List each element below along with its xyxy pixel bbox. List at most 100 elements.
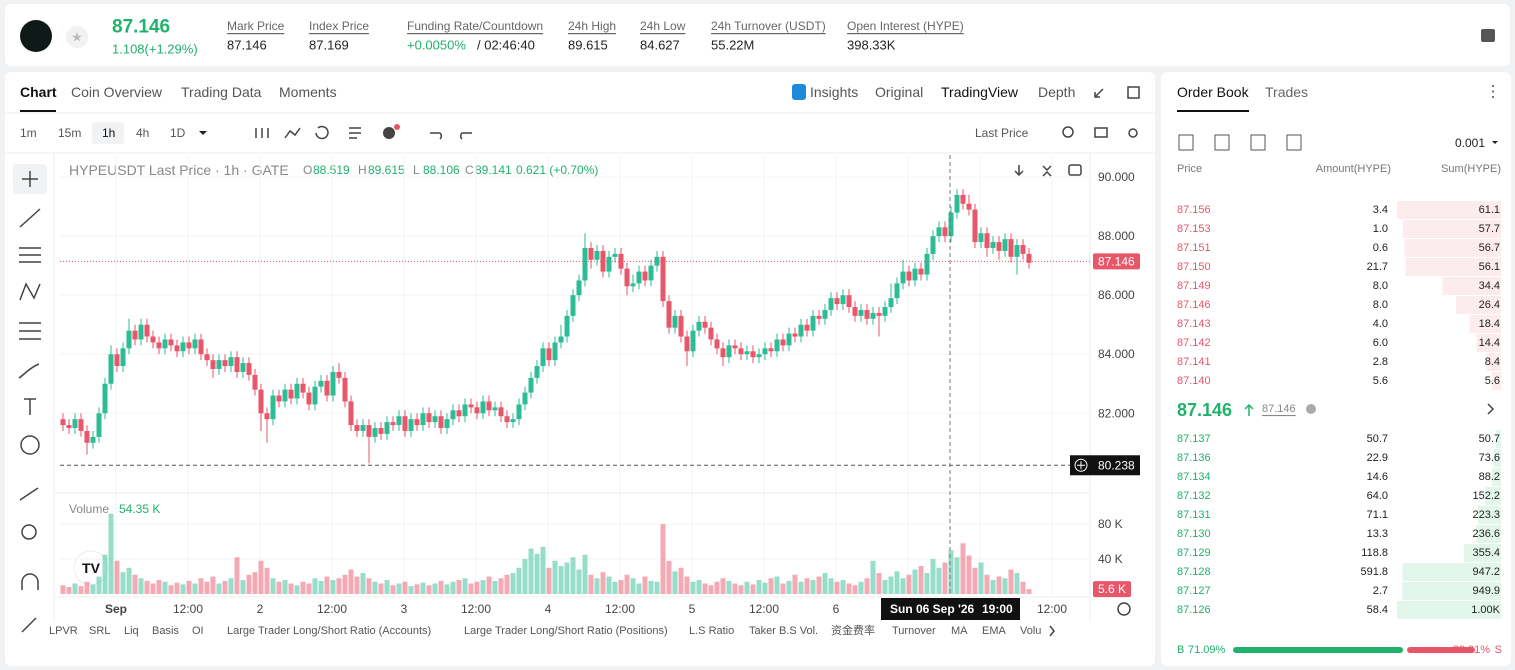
volume-bar bbox=[636, 583, 642, 594]
ob-amount: 64.0 bbox=[1367, 490, 1388, 502]
volume-bar bbox=[672, 571, 678, 594]
candle-body bbox=[438, 416, 444, 429]
candle-body bbox=[510, 419, 516, 423]
volume-bar bbox=[804, 578, 810, 594]
x-tick-label: 12:00 bbox=[749, 602, 779, 616]
x-tick-label: 2 bbox=[257, 602, 264, 616]
crosshair-price: 80.238 bbox=[1098, 458, 1135, 472]
ob-price: 87.134 bbox=[1177, 471, 1211, 483]
candle-body bbox=[120, 348, 126, 367]
candle-body bbox=[432, 416, 438, 423]
more-menu[interactable]: ⋮ bbox=[1485, 84, 1501, 101]
candle-body bbox=[414, 419, 420, 426]
depth-bar bbox=[1402, 220, 1501, 238]
dropdown bbox=[199, 131, 207, 135]
volume-last: 5.6 K bbox=[1098, 582, 1126, 596]
volume-bar bbox=[996, 576, 1002, 594]
candle-body bbox=[624, 268, 630, 287]
volume-bar bbox=[180, 584, 186, 594]
volume-bar bbox=[798, 581, 804, 594]
chart-tab: Chart bbox=[20, 84, 57, 100]
candle-body bbox=[246, 363, 252, 375]
depth-bar bbox=[1464, 544, 1501, 562]
ob-amount: 58.4 bbox=[1367, 604, 1388, 616]
volume-bar bbox=[420, 582, 426, 594]
header-icon[interactable] bbox=[1481, 29, 1495, 42]
volume-bar bbox=[822, 573, 828, 594]
badge bbox=[394, 124, 400, 130]
stat-value: 398.33K bbox=[847, 38, 896, 53]
volume-bar bbox=[492, 580, 498, 594]
volume-name: Volume bbox=[69, 502, 109, 516]
candle-body bbox=[450, 410, 456, 420]
candle-body bbox=[798, 324, 804, 337]
volume-bar bbox=[780, 583, 786, 594]
legend-key: H bbox=[358, 163, 367, 177]
volume-bar bbox=[540, 546, 546, 594]
candle-body bbox=[462, 404, 468, 417]
volume-bar bbox=[474, 581, 480, 594]
ob-amount: 22.9 bbox=[1367, 452, 1388, 464]
volume-bar bbox=[150, 583, 156, 594]
volume-bar bbox=[246, 574, 252, 594]
volume-bar bbox=[684, 576, 690, 594]
volume-tag bbox=[1093, 581, 1131, 598]
volume-bar bbox=[972, 567, 978, 594]
volume-bar bbox=[654, 581, 660, 594]
volume-bar bbox=[78, 586, 84, 594]
ob-amount: 5.6 bbox=[1373, 375, 1388, 387]
candle-body bbox=[114, 354, 120, 367]
candle-body bbox=[540, 348, 546, 367]
sell-label: S bbox=[1495, 644, 1502, 656]
volume-bar bbox=[210, 576, 216, 594]
volume-bar bbox=[870, 560, 876, 594]
candle-body bbox=[474, 407, 480, 414]
candle-body bbox=[288, 389, 294, 399]
candle-body bbox=[708, 327, 714, 340]
volume-bar bbox=[960, 543, 966, 594]
candle-body bbox=[786, 333, 792, 346]
candle-body bbox=[690, 330, 696, 352]
x-tick-label: 12:00 bbox=[173, 602, 203, 616]
volume-bar bbox=[102, 554, 108, 594]
favorite[interactable] bbox=[66, 26, 88, 48]
ob-price: 87.141 bbox=[1177, 356, 1211, 368]
ob-price: 87.146 bbox=[1177, 299, 1211, 311]
volume-bar bbox=[696, 580, 702, 594]
volume-bar bbox=[264, 567, 270, 594]
candle-body bbox=[252, 374, 258, 390]
ob-sum: 1.00K bbox=[1471, 604, 1500, 616]
candle-body bbox=[876, 312, 882, 316]
candle-body bbox=[360, 425, 366, 431]
interval-selected bbox=[92, 122, 124, 144]
candle-body bbox=[882, 307, 888, 316]
stat-label: Open Interest (HYPE) bbox=[847, 19, 964, 33]
volume-bar bbox=[300, 581, 306, 594]
candle-body bbox=[1008, 239, 1014, 257]
volume-bar bbox=[816, 576, 822, 594]
candle-body bbox=[1014, 245, 1020, 257]
ob-sum: 56.7 bbox=[1479, 242, 1500, 254]
candle-body bbox=[714, 339, 720, 349]
ob-tab: Trades bbox=[1265, 84, 1308, 100]
indicator: EMA bbox=[982, 625, 1007, 637]
depth-bar bbox=[1477, 506, 1501, 524]
stat-label: 24h Low bbox=[640, 19, 686, 33]
sell-bar bbox=[1407, 647, 1475, 653]
volume-bar bbox=[546, 567, 552, 594]
ob-sum: 18.4 bbox=[1479, 318, 1500, 330]
volume-bar bbox=[432, 583, 438, 594]
volume-bar bbox=[468, 583, 474, 594]
add-indicator[interactable] bbox=[383, 127, 395, 139]
x-tick-label: Sep bbox=[105, 602, 127, 616]
volume-bar bbox=[60, 585, 66, 594]
candle-body bbox=[186, 342, 192, 349]
x-tick-label: 12:00 bbox=[1037, 602, 1067, 616]
volume-bar bbox=[90, 584, 96, 594]
candle-body bbox=[852, 307, 858, 316]
volume-bar bbox=[912, 569, 918, 594]
y-tick-label: 88.000 bbox=[1098, 229, 1135, 243]
x-tick-label: 12:00 bbox=[461, 602, 491, 616]
candle-body bbox=[780, 339, 786, 346]
volume-bar bbox=[720, 578, 726, 594]
